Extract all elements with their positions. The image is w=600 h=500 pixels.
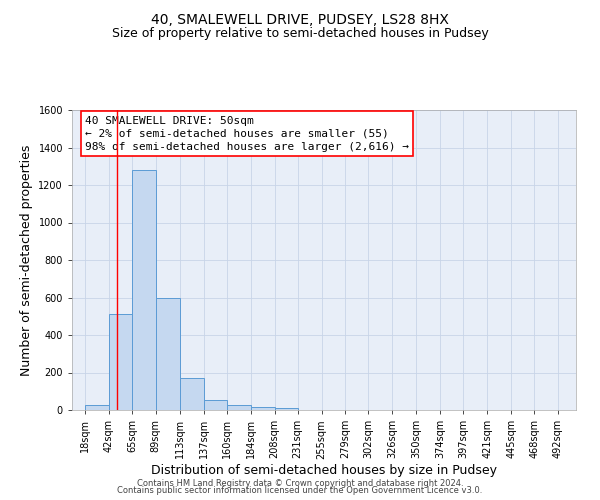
Bar [85, 406, 109, 410]
Bar [204, 400, 227, 410]
Bar [156, 298, 180, 410]
Text: 40, SMALEWELL DRIVE, PUDSEY, LS28 8HX: 40, SMALEWELL DRIVE, PUDSEY, LS28 8HX [151, 12, 449, 26]
Bar [275, 408, 298, 410]
Bar [180, 378, 204, 410]
Bar [132, 170, 156, 410]
Text: 40 SMALEWELL DRIVE: 50sqm
← 2% of semi-detached houses are smaller (55)
98% of s: 40 SMALEWELL DRIVE: 50sqm ← 2% of semi-d… [85, 116, 409, 152]
Text: Contains HM Land Registry data © Crown copyright and database right 2024.: Contains HM Land Registry data © Crown c… [137, 478, 463, 488]
Y-axis label: Number of semi-detached properties: Number of semi-detached properties [20, 144, 33, 376]
X-axis label: Distribution of semi-detached houses by size in Pudsey: Distribution of semi-detached houses by … [151, 464, 497, 477]
Bar [227, 406, 251, 410]
Bar [251, 407, 275, 410]
Bar [109, 314, 132, 410]
Text: Size of property relative to semi-detached houses in Pudsey: Size of property relative to semi-detach… [112, 28, 488, 40]
Text: Contains public sector information licensed under the Open Government Licence v3: Contains public sector information licen… [118, 486, 482, 495]
